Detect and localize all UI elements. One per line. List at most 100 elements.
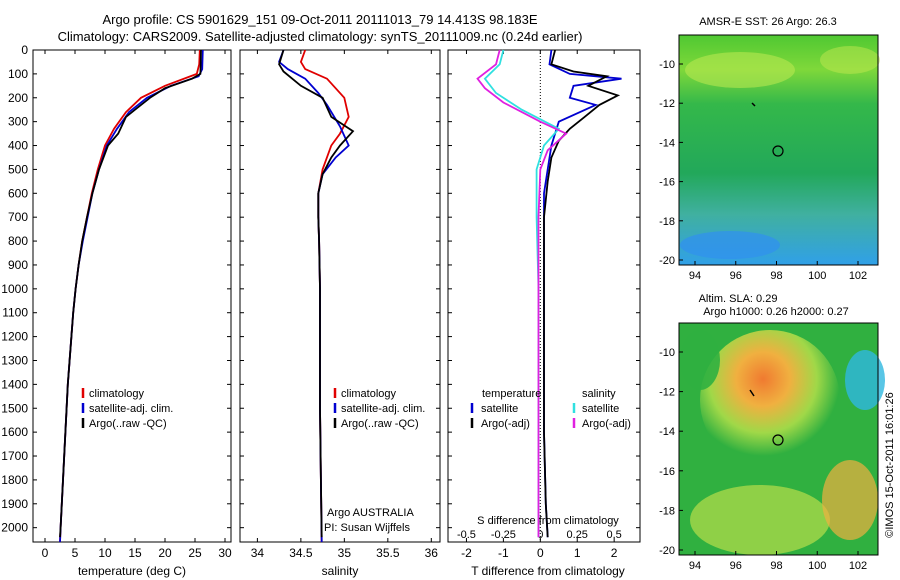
map-y-tick-label: -20 (659, 255, 675, 267)
map-x-tick-label: 94 (689, 270, 701, 282)
x-tick-label: -2 (461, 546, 472, 560)
depth-tick-label: 100 (8, 67, 28, 81)
sla-low-patch (845, 350, 885, 410)
map-x-tick-label: 96 (730, 560, 742, 572)
map-x-tick-label: 100 (808, 270, 826, 282)
depth-tick-label: 300 (8, 115, 28, 129)
figure-title-line2: Climatology: CARS2009. Satellite-adjuste… (57, 29, 583, 44)
x-tick-label: -1 (498, 546, 509, 560)
salinity-axis-label: salinity (322, 564, 359, 578)
map-x-tick-label: 98 (770, 270, 782, 282)
map-x-tick-label: 94 (689, 560, 701, 572)
legend-label: Argo(..raw -QC) (89, 418, 167, 430)
depth-tick-label: 700 (8, 210, 28, 224)
difference-plot-frame (447, 49, 641, 543)
depth-tick-label: 400 (8, 139, 28, 153)
sst-map-axes: 94 96 98 100 102 -10 -12 -14 -16 -18 -20 (659, 59, 867, 282)
sla-map (678, 322, 885, 556)
pi-label: PI: Susan Wijffels (324, 522, 410, 534)
depth-tick-label: 500 (8, 162, 28, 176)
map-y-tick-label: -12 (659, 98, 675, 110)
x-tick-label: 34 (251, 546, 265, 560)
x-tick-label: 35.5 (376, 546, 400, 560)
series-line (278, 49, 350, 543)
s-difference-tick-label: 0 (537, 529, 543, 541)
series-line (59, 49, 204, 543)
map-y-tick-label: -20 (659, 545, 675, 557)
x-tick-label: 15 (128, 546, 142, 560)
map-y-tick-label: -14 (659, 426, 675, 438)
salinity-plot-frame (239, 49, 441, 543)
map-y-tick-label: -12 (659, 387, 675, 399)
map-x-tick-label: 98 (770, 560, 782, 572)
depth-tick-label: 1400 (1, 377, 28, 391)
s-difference-tick-label: -0.5 (457, 529, 476, 541)
map-y-tick-label: -10 (659, 59, 675, 71)
legend-header: temperature (482, 388, 541, 400)
figure-title-line1: Argo profile: CS 5901629_151 09-Oct-2011… (102, 12, 538, 27)
sla-patch (822, 460, 878, 540)
depth-tick-label: 1300 (1, 353, 28, 367)
map-y-tick-label: -18 (659, 216, 675, 228)
series-line (476, 49, 568, 538)
sla-map-axes: 94 96 98 100 102 -10 -12 -14 -16 -18 -20 (659, 347, 867, 572)
map-y-tick-label: -10 (659, 347, 675, 359)
argo-position-marker (772, 145, 784, 157)
sst-cool-patch (680, 231, 780, 259)
depth-tick-label: 1200 (1, 330, 28, 344)
sla-high-patch (700, 330, 840, 470)
s-difference-tick-label: 0.5 (607, 529, 622, 541)
x-tick-label: 25 (188, 546, 202, 560)
s-difference-tick-label: 0.25 (567, 529, 588, 541)
x-tick-label: 30 (218, 546, 232, 560)
x-tick-label: 35 (338, 546, 352, 560)
legend-label: satellite-adj. clim. (341, 403, 425, 415)
series-line (278, 49, 355, 538)
depth-tick-label: 1600 (1, 425, 28, 439)
map-x-tick-label: 102 (849, 270, 867, 282)
depth-tick-label: 2000 (1, 521, 28, 535)
x-tick-label: 20 (158, 546, 172, 560)
depth-tick-label: 1100 (2, 306, 28, 320)
map-y-tick-label: -16 (659, 177, 675, 189)
argo-australia-label: Argo AUSTRALIA (327, 507, 414, 519)
legend-label: satellite-adj. clim. (89, 403, 173, 415)
series-line (483, 49, 561, 538)
x-tick-label: 0 (42, 546, 49, 560)
t-difference-axis-label: T difference from climatology (471, 564, 625, 578)
map-x-tick-label: 102 (849, 560, 867, 572)
legend-label: climatology (341, 388, 397, 400)
legend-label: satellite (582, 403, 619, 415)
map-x-tick-label: 96 (730, 270, 742, 282)
series-line (543, 49, 622, 538)
x-tick-label: 5 (72, 546, 79, 560)
x-tick-label: 10 (98, 546, 112, 560)
x-tick-label: 1 (574, 546, 581, 560)
depth-tick-label: 800 (8, 234, 28, 248)
argo-track (751, 102, 756, 107)
depth-tick-label: 1500 (1, 401, 28, 415)
legend-label: Argo(-adj) (582, 418, 631, 430)
legend-label: climatology (89, 388, 145, 400)
depth-tick-label: 0 (21, 43, 28, 57)
map-x-tick-label: 100 (808, 560, 826, 572)
x-tick-label: 2 (611, 546, 618, 560)
sla-map-title-line1: Altim. SLA: 0.29 (699, 293, 778, 305)
sst-map-title: AMSR-E SST: 26 Argo: 26.3 (699, 16, 837, 28)
argo-position-marker (772, 434, 784, 446)
depth-axis: 0 100 200 300 400 500 600 700 800 900 1000 1100 1200… (1, 43, 640, 535)
depth-tick-label: 900 (8, 258, 28, 272)
depth-tick-label: 1800 (1, 473, 28, 487)
sla-low-patch (680, 330, 720, 390)
sst-map-frame (678, 34, 879, 266)
depth-tick-label: 1700 (1, 449, 28, 463)
series-line (59, 49, 202, 538)
sst-warm-patch (685, 52, 795, 88)
depth-tick-label: 1000 (1, 282, 28, 296)
series-line (543, 49, 621, 538)
s-difference-tick-label: -0.25 (491, 529, 516, 541)
sla-patch (690, 485, 830, 555)
temperature-plot-frame (32, 49, 232, 543)
legend-label: Argo(..raw -QC) (341, 418, 419, 430)
